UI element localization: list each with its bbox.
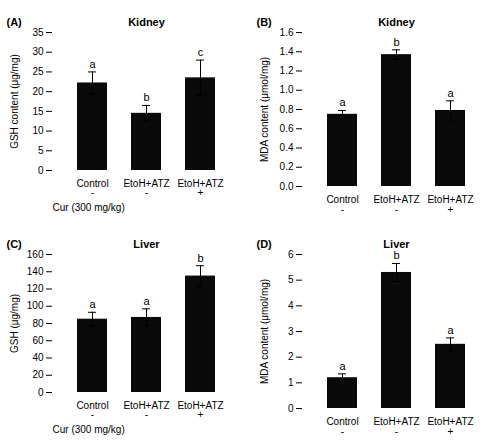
svg-text:0: 0	[288, 403, 294, 414]
svg-text:3: 3	[288, 326, 294, 337]
svg-text:(C): (C)	[7, 238, 23, 250]
svg-text:Liver: Liver	[383, 238, 410, 250]
svg-text:1.2: 1.2	[280, 65, 294, 76]
svg-text:120: 120	[27, 283, 44, 294]
svg-text:1: 1	[288, 377, 294, 388]
svg-text:10: 10	[32, 125, 44, 136]
svg-text:EtoH+ATZ+: EtoH+ATZ+	[427, 194, 473, 215]
svg-text:(D): (D)	[257, 238, 273, 250]
svg-text:a: a	[447, 324, 454, 336]
svg-text:Cur (300 mg/kg): Cur (300 mg/kg)	[53, 424, 125, 435]
svg-text:EtoH+ATZ: EtoH+ATZ	[177, 399, 224, 411]
svg-text:4: 4	[288, 300, 294, 311]
svg-text:Control: Control	[76, 399, 109, 411]
svg-text:+: +	[198, 187, 204, 198]
svg-text:0: 0	[38, 165, 44, 176]
svg-text:100: 100	[27, 300, 44, 311]
svg-text:EtoH+ATZ: EtoH+ATZ	[177, 177, 224, 189]
svg-text:Control-: Control-	[326, 194, 358, 215]
svg-text:0: 0	[38, 387, 44, 398]
svg-text:1.6: 1.6	[280, 27, 294, 38]
svg-text:a: a	[447, 87, 454, 99]
svg-text:(B): (B)	[257, 16, 273, 28]
svg-text:b: b	[393, 36, 399, 48]
svg-text:b: b	[393, 249, 399, 261]
svg-text:MDA content (μmol/mg): MDA content (μmol/mg)	[259, 279, 270, 384]
svg-text:GSH content (μg/mg): GSH content (μg/mg)	[9, 54, 20, 149]
svg-text:MDA content (μmol/mg): MDA content (μmol/mg)	[259, 57, 270, 162]
svg-text:6: 6	[288, 249, 294, 260]
svg-text:Kidney: Kidney	[128, 16, 166, 28]
svg-text:-: -	[145, 187, 148, 198]
svg-text:2: 2	[288, 351, 294, 362]
svg-text:25: 25	[32, 66, 44, 77]
svg-text:+: +	[198, 409, 204, 420]
svg-text:a: a	[143, 295, 150, 307]
svg-text:20: 20	[32, 369, 44, 380]
svg-text:Control-: Control-	[326, 416, 358, 437]
svg-text:Control: Control	[76, 177, 109, 189]
svg-text:0.2: 0.2	[280, 161, 294, 172]
svg-text:b: b	[197, 252, 203, 264]
svg-text:GSH (μg/mg): GSH (μg/mg)	[9, 294, 20, 353]
svg-text:EtoH+ATZ+: EtoH+ATZ+	[427, 416, 473, 437]
svg-text:EtoH+ATZ: EtoH+ATZ	[123, 399, 170, 411]
svg-text:a: a	[339, 360, 346, 372]
svg-text:40: 40	[32, 352, 44, 363]
svg-text:0.8: 0.8	[280, 104, 294, 115]
svg-text:Cur (300 mg/kg): Cur (300 mg/kg)	[53, 202, 125, 213]
svg-text:80: 80	[32, 318, 44, 329]
svg-text:1.0: 1.0	[280, 84, 294, 95]
svg-text:1.4: 1.4	[280, 46, 294, 57]
svg-text:-: -	[91, 187, 94, 198]
svg-text:Liver: Liver	[133, 238, 160, 250]
svg-text:EtoH+ATZ: EtoH+ATZ	[123, 177, 170, 189]
svg-text:60: 60	[32, 335, 44, 346]
svg-text:Kidney: Kidney	[378, 16, 416, 28]
svg-text:-: -	[91, 409, 94, 420]
svg-text:EtoH+ATZ-: EtoH+ATZ-	[373, 416, 419, 437]
svg-text:a: a	[339, 96, 346, 108]
svg-text:35: 35	[32, 27, 44, 38]
svg-text:0.6: 0.6	[280, 123, 294, 134]
svg-text:EtoH+ATZ-: EtoH+ATZ-	[373, 194, 419, 215]
svg-text:a: a	[89, 58, 96, 70]
svg-text:a: a	[89, 298, 96, 310]
svg-text:30: 30	[32, 46, 44, 57]
svg-text:5: 5	[288, 274, 294, 285]
svg-text:140: 140	[27, 266, 44, 277]
svg-text:15: 15	[32, 106, 44, 117]
svg-text:20: 20	[32, 86, 44, 97]
svg-text:160: 160	[27, 249, 44, 260]
svg-text:c: c	[198, 46, 204, 58]
svg-text:0.0: 0.0	[280, 181, 294, 192]
svg-text:5: 5	[38, 145, 44, 156]
svg-text:(A): (A)	[7, 16, 23, 28]
svg-text:0.4: 0.4	[280, 142, 294, 153]
svg-text:b: b	[143, 91, 149, 103]
svg-text:-: -	[145, 409, 148, 420]
